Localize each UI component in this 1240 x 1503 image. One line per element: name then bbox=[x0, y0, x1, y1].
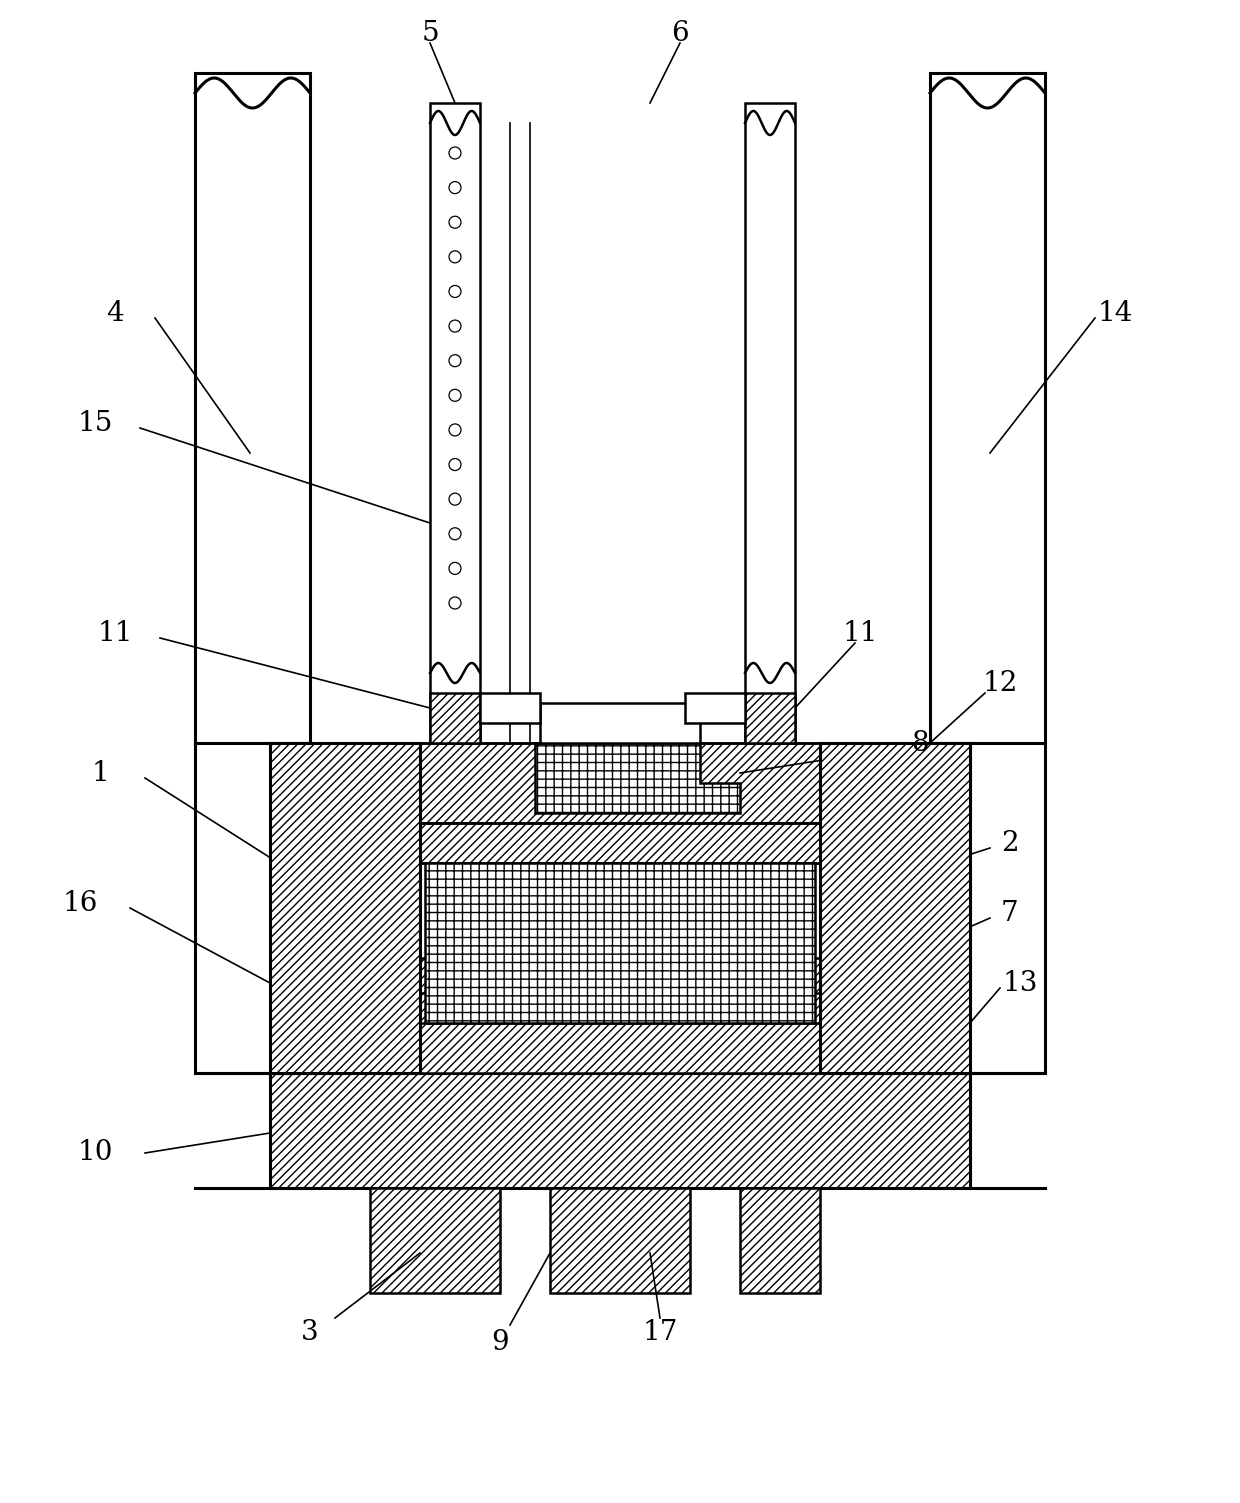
Text: 5: 5 bbox=[422, 20, 439, 47]
Bar bbox=[480, 693, 539, 723]
Bar bbox=[370, 1187, 500, 1293]
Text: 1: 1 bbox=[91, 759, 109, 786]
Bar bbox=[684, 693, 745, 723]
Text: 13: 13 bbox=[1002, 969, 1038, 996]
Bar bbox=[420, 824, 820, 863]
Text: 7: 7 bbox=[1001, 899, 1019, 926]
Text: 3: 3 bbox=[301, 1320, 319, 1347]
Text: 14: 14 bbox=[1097, 299, 1132, 326]
Text: 11: 11 bbox=[842, 619, 878, 646]
Text: 2: 2 bbox=[1001, 830, 1019, 857]
Bar bbox=[420, 742, 820, 824]
Bar bbox=[420, 957, 820, 1073]
Polygon shape bbox=[534, 703, 701, 742]
Bar bbox=[430, 693, 480, 742]
Text: 6: 6 bbox=[671, 20, 688, 47]
Bar bbox=[195, 74, 310, 1073]
Polygon shape bbox=[534, 742, 740, 813]
Bar bbox=[745, 104, 795, 742]
Bar bbox=[745, 693, 795, 742]
Text: 16: 16 bbox=[62, 890, 98, 917]
Bar bbox=[551, 1187, 689, 1293]
Bar bbox=[270, 742, 420, 1073]
Bar bbox=[740, 1187, 820, 1293]
Bar bbox=[420, 993, 820, 1073]
Text: 9: 9 bbox=[491, 1330, 508, 1357]
Bar bbox=[270, 1073, 970, 1187]
Text: 17: 17 bbox=[642, 1320, 678, 1347]
Text: 8: 8 bbox=[911, 729, 929, 756]
Text: 12: 12 bbox=[982, 669, 1018, 696]
Bar bbox=[425, 863, 815, 1024]
Text: 10: 10 bbox=[77, 1139, 113, 1166]
Text: 11: 11 bbox=[97, 619, 133, 646]
Text: 15: 15 bbox=[77, 409, 113, 436]
Bar bbox=[430, 104, 480, 742]
Text: 4: 4 bbox=[107, 299, 124, 326]
Bar bbox=[930, 74, 1045, 1073]
Bar bbox=[820, 742, 970, 1073]
